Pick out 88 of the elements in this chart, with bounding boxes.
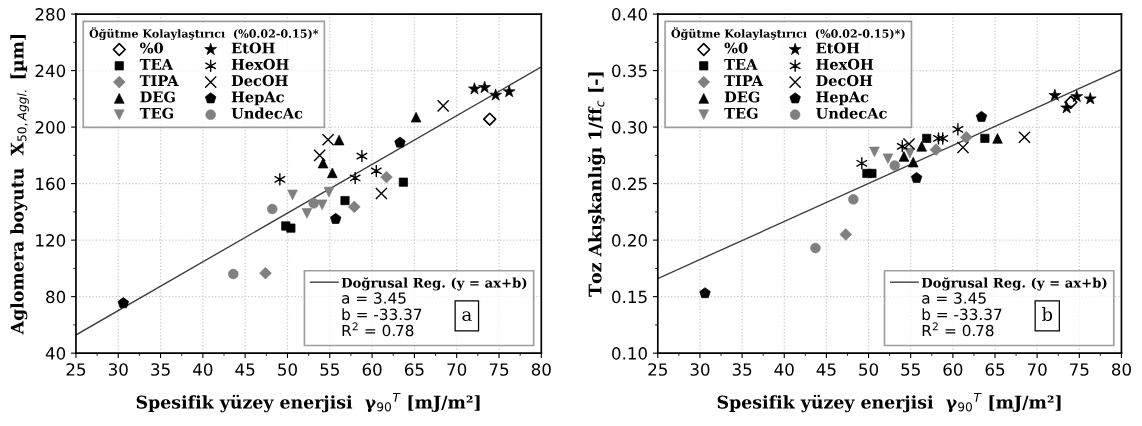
legend-label: TEG: [724, 107, 758, 119]
legend-label: DEG: [140, 91, 175, 103]
annotation: a: [462, 311, 472, 322]
x-tick-label: 70: [447, 363, 467, 376]
legend-label: EtOH: [816, 42, 860, 54]
x-tick-label: 25: [648, 363, 667, 376]
point: [956, 141, 970, 154]
annotation: R$^{2}$ = 0.78: [922, 322, 994, 337]
x-tick-label: 40: [193, 363, 213, 376]
y-tick-label: 0.10: [612, 347, 647, 360]
y-tick-label: 0.40: [612, 8, 647, 21]
legend-label: DEG: [724, 91, 760, 103]
x-tick-label: 35: [151, 363, 170, 376]
point: [356, 149, 368, 163]
x-tick-label: 75: [489, 363, 509, 376]
legend-label: TEA: [139, 59, 174, 70]
legend-label: HexOH: [816, 58, 874, 70]
x-tick-label: 75: [1070, 363, 1089, 376]
point: [313, 149, 326, 162]
x-tick-label: 60: [943, 363, 963, 376]
x-tick-label: 65: [985, 363, 1005, 376]
x-tick-label: 50: [859, 363, 879, 376]
legend-label: UndecAc: [816, 107, 887, 119]
x-tick-label: 80: [531, 363, 551, 376]
x-tick-label: 25: [66, 363, 86, 376]
legend-label: TEG: [139, 107, 173, 119]
point: [274, 173, 286, 186]
point: [856, 157, 868, 170]
x-axis-title: Spesifik yüzey enerjisi γ$_{90}$$^{T}$ [mJ/m²]: [136, 392, 480, 413]
y-tick-label: 80: [46, 290, 66, 304]
legend-label: HepAc: [816, 91, 869, 106]
point: [937, 132, 949, 145]
point: [321, 133, 335, 147]
annotation: a = 3.45: [922, 292, 986, 304]
y-tick-label: 0.35: [612, 64, 647, 78]
point: [482, 112, 497, 126]
legend-title: Öğütme Kolaylaştırıcı (%0.02-0.15)*): [671, 27, 905, 41]
x-tick-label: 70: [1027, 363, 1047, 376]
x-tick-label: 45: [816, 363, 836, 376]
legend-label: EtOH: [231, 42, 275, 54]
x-tick-label: 60: [362, 363, 382, 376]
legend-label: HexOH: [231, 58, 289, 70]
legend-label: TIPA: [139, 75, 179, 86]
legend-label: TIPA: [724, 75, 764, 86]
x-tick-label: 35: [732, 363, 752, 376]
y-tick-label: 0.25: [612, 177, 647, 191]
x-tick-label: 55: [320, 363, 339, 376]
y-tick-label: 160: [36, 177, 66, 191]
y-tick-label: 280: [35, 8, 66, 21]
legend-label: Doğrusal Reg. (y = ax+b): [341, 277, 527, 291]
point: [436, 99, 450, 113]
x-tick-label: 50: [278, 363, 297, 376]
legend-label: Doğrusal Reg. (y = ax+b): [921, 277, 1107, 291]
legend-label: DecOH: [816, 75, 873, 87]
x-tick-label: 45: [235, 363, 255, 376]
annotation: b: [1042, 307, 1053, 322]
y-tick-label: 0.15: [612, 290, 647, 304]
y-tick-label: 40: [45, 347, 66, 360]
point: [902, 137, 916, 151]
legend-label: TEA: [724, 59, 758, 70]
y-axis-title: Toz Akışkanlığı 1/ff$_{c}$ [-]: [587, 72, 606, 297]
point: [1018, 131, 1031, 144]
y-tick-label: 0.20: [612, 234, 647, 247]
y-tick-label: 240: [35, 64, 66, 78]
annotation: a = 3.45: [342, 292, 406, 304]
legend-label: HepAc: [231, 91, 284, 106]
point: [349, 171, 361, 185]
point: [375, 187, 388, 200]
x-tick-label: 40: [774, 363, 794, 376]
legend-label: DecOH: [231, 75, 288, 87]
annotation: R$^{2}$ = 0.78: [342, 322, 414, 337]
annotation: b = -33.37: [922, 308, 1002, 321]
x-tick-label: 55: [901, 363, 920, 376]
x-tick-label: 30: [108, 363, 128, 376]
y-tick-label: 0.30: [612, 121, 647, 134]
y-tick-label: 200: [35, 121, 66, 134]
legend-label: %0: [724, 42, 748, 54]
x-tick-label: 80: [1111, 363, 1131, 376]
x-axis-title: Spesifik yüzey enerjisi γ$_{90}$$^{T}$ [mJ/m²]: [717, 392, 1061, 413]
x-tick-label: 30: [690, 363, 710, 376]
annotation: b = -33.37: [342, 308, 422, 321]
point: [952, 123, 964, 136]
y-axis-title: Aglomera boyutu X$_{50,Aggl.}$ [µm]: [10, 35, 29, 335]
x-tick-label: 65: [404, 363, 424, 376]
legend-label: UndecAc: [231, 107, 303, 119]
legend-title: Öğütme Kolaylaştırıcı (%0.02-0.15)*: [89, 27, 319, 41]
legend-label: %0: [140, 42, 163, 54]
y-tick-label: 120: [36, 234, 66, 247]
